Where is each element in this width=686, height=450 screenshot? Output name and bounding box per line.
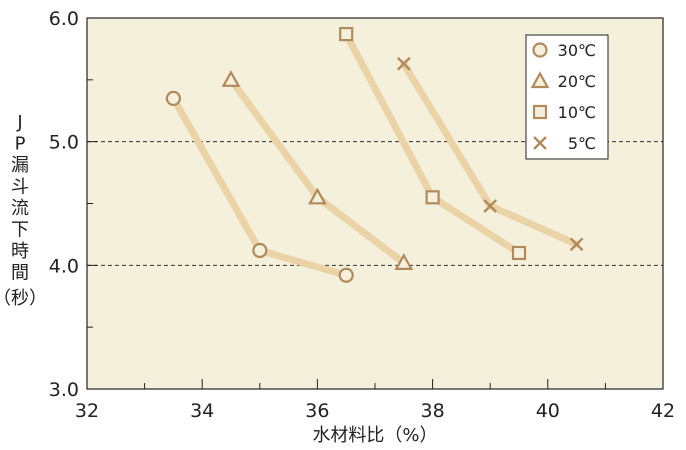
y-axis-title-char: 漏 xyxy=(11,155,29,176)
legend-label: 10℃ xyxy=(558,103,596,122)
data-point-marker xyxy=(394,253,414,270)
y-tick-label: 3.0 xyxy=(49,379,79,401)
data-point-marker xyxy=(569,237,584,252)
legend: 30℃ 20℃ 10℃ 5℃ xyxy=(525,34,609,160)
data-point-marker xyxy=(483,199,498,213)
y-axis-title-char: J xyxy=(16,112,22,133)
legend-label: 5℃ xyxy=(568,134,596,153)
y-axis-title-char: 間 xyxy=(11,263,29,284)
data-point-marker xyxy=(511,245,527,261)
x-axis-title: 水材料比（%） xyxy=(312,425,437,446)
x-tick-label: 36 xyxy=(305,400,329,422)
data-point-marker xyxy=(252,242,268,259)
data-point-marker xyxy=(425,190,440,205)
legend-label: 20℃ xyxy=(558,72,596,91)
data-point-marker xyxy=(338,267,354,283)
series-markers xyxy=(165,26,584,283)
y-axis-title-char: 斗 xyxy=(11,177,29,198)
x-tick-label: 34 xyxy=(190,400,214,422)
data-point-marker xyxy=(221,70,241,87)
y-axis-title-char: 下 xyxy=(11,220,29,241)
x-tick-label: 40 xyxy=(536,400,560,422)
legend-marker xyxy=(533,136,547,150)
legend-marker xyxy=(532,104,548,120)
legend-marker xyxy=(530,71,550,89)
y-axis-title-char: 時 xyxy=(11,241,29,262)
axes xyxy=(86,17,664,390)
x-tick-label: 42 xyxy=(651,400,675,422)
y-tick-label: 4.0 xyxy=(49,255,79,277)
x-tick-label: 32 xyxy=(75,400,99,422)
y-tick-label: 5.0 xyxy=(49,132,79,154)
tick-labels: 32 34 36 38 40 42 3.0 4.0 5.0 6.0 xyxy=(49,8,675,422)
legend-marker xyxy=(532,42,548,58)
data-point-marker xyxy=(339,26,354,42)
y-tick-label: 6.0 xyxy=(49,8,79,30)
y-axis-unit: （秒） xyxy=(0,288,47,309)
y-axis-title-char: 流 xyxy=(11,198,29,219)
legend-label: 30℃ xyxy=(558,41,596,60)
data-point-marker xyxy=(165,90,181,106)
data-point-marker xyxy=(396,56,411,71)
y-axis-title-char: P xyxy=(15,134,26,155)
data-point-marker xyxy=(308,187,327,205)
x-tick-label: 38 xyxy=(421,400,445,422)
